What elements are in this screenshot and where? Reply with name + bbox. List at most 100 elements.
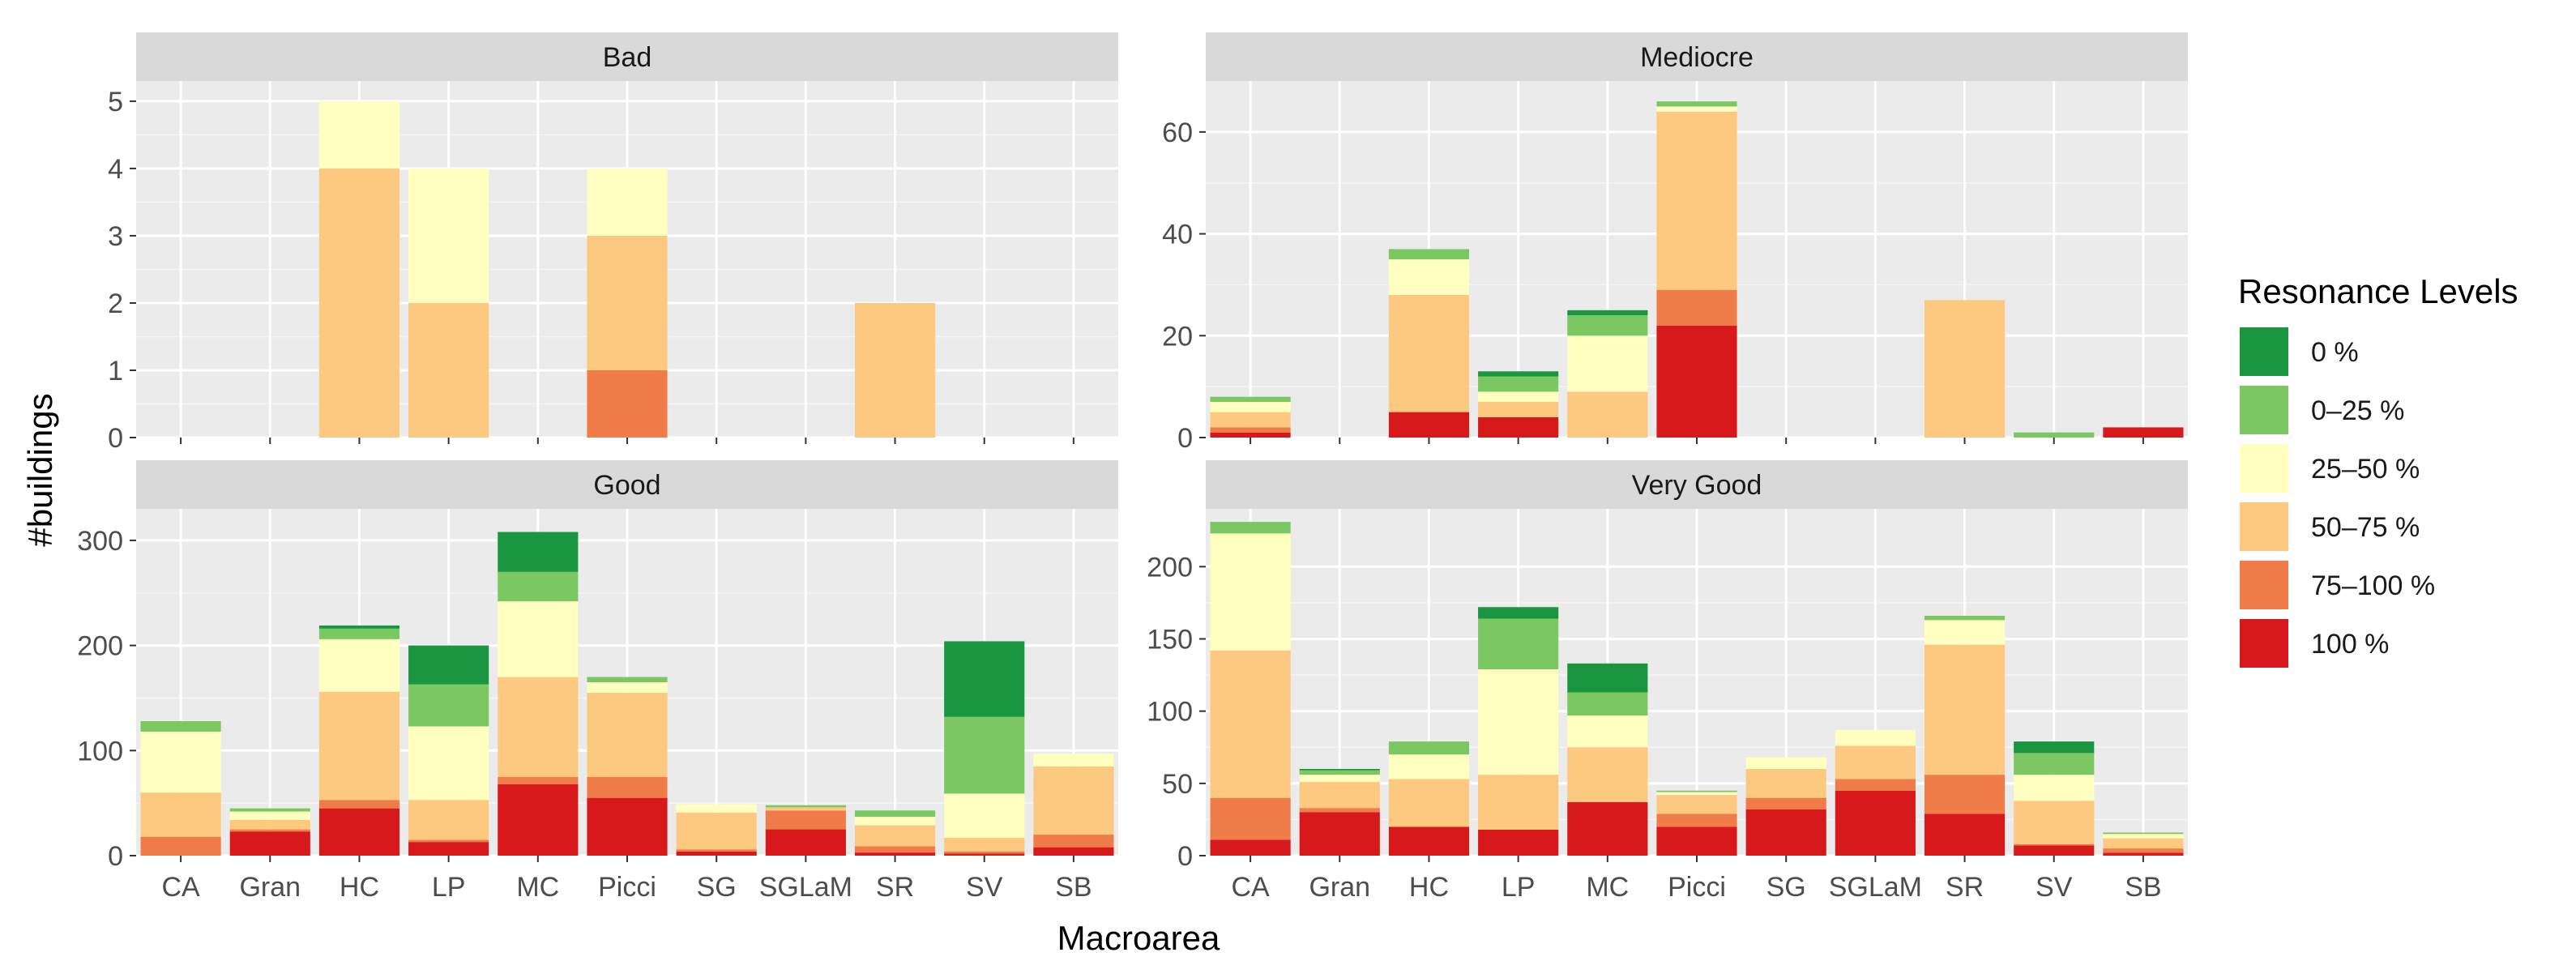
panel-title: Good — [593, 470, 660, 501]
bar-segment-Picci-100 — [587, 797, 668, 856]
bar-segment-HC-25-50 — [1388, 259, 1470, 295]
bar-segment-LP-50-75 — [408, 800, 489, 840]
bar-segment-Picci-100 — [1656, 325, 1737, 438]
bar-segment-MC-0-25 — [1567, 315, 1648, 336]
bar-segment-LP-75-100 — [408, 839, 489, 843]
bar-segment-CA-0-25 — [140, 720, 221, 732]
x-tick-label: HC — [1409, 872, 1449, 903]
bar-segment-SGLaM-50-75 — [765, 807, 846, 811]
bar-segment-SGLaM-100 — [1835, 790, 1916, 856]
panel-strip — [1206, 460, 2188, 509]
bar-segment-SB-0-25 — [2103, 832, 2184, 835]
bar-segment-Picci-25-50 — [1656, 106, 1737, 112]
bar-segment-HC-50-75 — [1388, 779, 1470, 827]
bar-segment-SGLaM-25-50 — [1835, 729, 1916, 746]
legend-key-50-75 — [2240, 502, 2288, 551]
x-tick-label: SGLaM — [1829, 872, 1922, 903]
y-tick-label: 2 — [108, 288, 123, 319]
y-tick-label: 200 — [1147, 552, 1193, 583]
bar-segment-Picci-75-100 — [1656, 289, 1737, 326]
bar-segment-SV-100 — [944, 853, 1025, 856]
bar-segment-Picci-75-100 — [587, 776, 668, 798]
bar-segment-MC-100 — [1567, 802, 1648, 856]
bar-segment-MC-0-25 — [1567, 692, 1648, 716]
x-tick-label: SG — [697, 872, 737, 903]
bar-segment-SR-0-25 — [854, 810, 936, 818]
bar-segment-Picci-25-50 — [1656, 792, 1737, 796]
bar-segment-Picci-0-25 — [1656, 790, 1737, 792]
bar-segment-LP-0-25 — [408, 684, 489, 727]
bar-segment-HC-100 — [318, 808, 400, 856]
bar-segment-LP-0 — [1478, 371, 1559, 377]
legend-key-25-50 — [2240, 444, 2288, 493]
bar-segment-SR-100 — [854, 852, 936, 856]
bar-segment-LP-25-50 — [1478, 391, 1559, 402]
bar-segment-Gran-0 — [1299, 769, 1380, 771]
bar-segment-SG-75-100 — [1745, 797, 1826, 809]
bar-segment-LP-25-50 — [408, 168, 489, 303]
bar-segment-LP-0-25 — [1478, 618, 1559, 669]
bar-segment-SGLaM-75-100 — [1835, 779, 1916, 791]
x-tick-label: SB — [2125, 872, 2161, 903]
bar-segment-CA-25-50 — [140, 731, 221, 793]
legend-key-100 — [2240, 619, 2288, 668]
legend-label: 0–25 % — [2311, 395, 2404, 426]
bar-segment-CA-75-100 — [140, 836, 221, 856]
y-tick-label: 0 — [108, 841, 123, 872]
panel-good: Good 0 100 200 300 CA Gran HC LP MC Picci SG SGLaM SR… — [77, 460, 1118, 903]
bar-segment-Gran-25-50 — [1299, 775, 1380, 783]
bar-segment-LP-100 — [1478, 829, 1559, 856]
bar-segment-SR-75-100 — [854, 846, 936, 853]
bar-segment-HC-100 — [1388, 412, 1470, 438]
y-tick-label: 40 — [1162, 220, 1193, 250]
bar-segment-CA-0-25 — [1210, 522, 1291, 534]
y-tick-label: 300 — [77, 526, 123, 557]
bar-segment-CA-25-50 — [1210, 533, 1291, 651]
panel-strip — [1206, 32, 2188, 81]
y-tick-label: 5 — [108, 87, 123, 117]
bar-segment-SR-25-50 — [1924, 620, 2006, 645]
bar-segment-SR-50-75 — [854, 825, 936, 847]
bar-segment-MC-0 — [1567, 663, 1648, 693]
bar-segment-Gran-100 — [1299, 812, 1380, 856]
legend-key-0 — [2240, 327, 2288, 376]
bar-segment-LP-100 — [1478, 416, 1559, 438]
bar-segment-SR-75-100 — [1924, 775, 2006, 814]
y-tick-label: 200 — [77, 631, 123, 662]
bar-segment-SV-100 — [2014, 845, 2095, 856]
bar-segment-SB-100 — [2103, 427, 2184, 438]
bar-segment-SV-0 — [944, 641, 1025, 717]
bar-segment-Picci-50-75 — [1656, 795, 1737, 814]
panel-mediocre: Mediocre 0 20 40 60 — [1162, 32, 2188, 454]
x-tick-label: SR — [1946, 872, 1984, 903]
bar-segment-HC-0-25 — [318, 628, 400, 639]
bar-segment-SR-50-75 — [1924, 644, 2006, 775]
panel-title: Bad — [603, 42, 652, 73]
bar-segment-MC-0 — [498, 532, 579, 572]
bar-segment-MC-50-75 — [1567, 747, 1648, 803]
bar-segment-SV-50-75 — [944, 837, 1025, 852]
bar-segment-SV-0 — [2014, 741, 2095, 754]
bar-segment-MC-50-75 — [1567, 391, 1648, 438]
x-tick-label: MC — [516, 872, 559, 903]
bar-segment-Picci-0-25 — [587, 677, 668, 682]
y-tick-label: 1 — [108, 356, 123, 387]
bar-segment-CA-25-50 — [1210, 402, 1291, 412]
bar-segment-Gran-75-100 — [229, 829, 310, 832]
bar-segment-MC-25-50 — [1567, 715, 1648, 748]
bar-segment-SR-50-75 — [854, 302, 936, 438]
bar-segment-SV-0-25 — [2014, 432, 2095, 438]
bar-segment-SB-25-50 — [2103, 834, 2184, 839]
bar-segment-LP-0-25 — [1478, 376, 1559, 392]
bar-segment-HC-0-25 — [1388, 741, 1470, 755]
bar-segment-SV-50-75 — [2014, 801, 2095, 844]
bar-segment-CA-100 — [1210, 432, 1291, 438]
bar-segment-HC-0 — [318, 625, 400, 629]
bar-segment-MC-75-100 — [498, 776, 579, 784]
bar-segment-CA-50-75 — [1210, 412, 1291, 428]
y-tick-label: 60 — [1162, 117, 1193, 148]
x-tick-label: Picci — [598, 872, 656, 903]
legend-label: 50–75 % — [2311, 512, 2420, 543]
